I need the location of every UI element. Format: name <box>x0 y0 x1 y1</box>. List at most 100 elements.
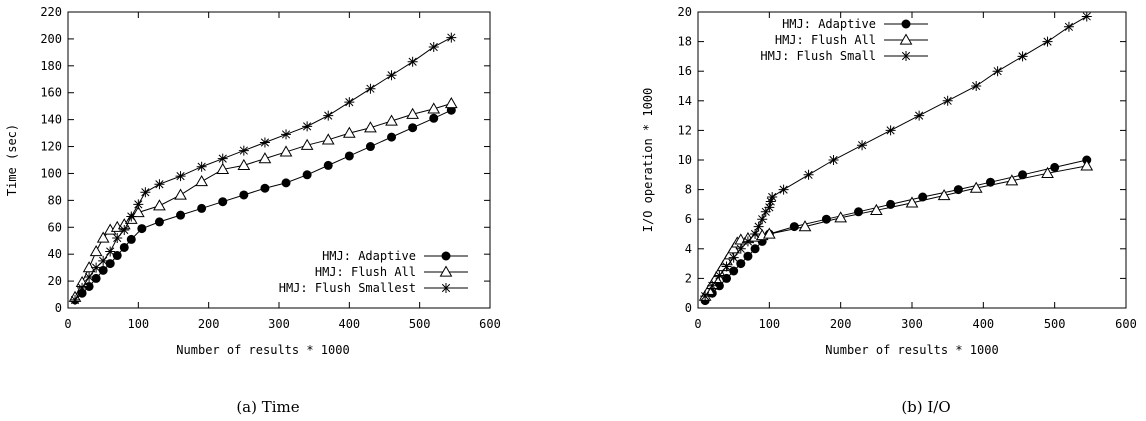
io-y-tick-label: 12 <box>678 123 692 137</box>
time-data-point <box>174 188 187 200</box>
time-y-tick-label: 220 <box>40 5 62 19</box>
io-data-point <box>1081 11 1092 22</box>
io-x-tick-label: 100 <box>758 317 780 331</box>
time-data-point <box>77 282 88 293</box>
io-data-point <box>918 192 928 202</box>
time-legend-marker <box>439 265 453 277</box>
io-legend-label: HMJ: Flush Small <box>760 49 876 63</box>
time-data-point <box>133 199 144 210</box>
time-y-tick-label: 20 <box>48 274 62 288</box>
time-data-point <box>126 234 136 244</box>
time-data-point <box>260 183 270 193</box>
io-data-point <box>750 244 760 254</box>
time-data-point <box>365 83 376 94</box>
time-y-axis: 0 20 40 60 80 100 120 140 160 180 200 220 <box>40 5 490 315</box>
io-x-tick-label: 300 <box>901 317 923 331</box>
time-data-point <box>119 224 130 235</box>
time-data-point <box>428 41 439 52</box>
io-y-tick-label: 4 <box>685 242 692 256</box>
io-data-point <box>742 236 753 247</box>
time-data-point <box>406 107 419 119</box>
time-y-tick-label: 80 <box>48 193 62 207</box>
time-y-tick-label: 0 <box>55 301 62 315</box>
io-data-point <box>762 227 776 239</box>
time-data-point <box>196 161 207 172</box>
io-data-point <box>992 66 1003 77</box>
io-legend-marker <box>901 51 911 61</box>
io-data-point <box>700 291 711 302</box>
io-data-point <box>753 221 764 232</box>
time-series-3 <box>70 32 457 305</box>
io-y-tick-label: 2 <box>685 271 692 285</box>
time-data-point <box>153 199 166 211</box>
time-data-point <box>91 273 101 283</box>
time-y-tick-label: 120 <box>40 140 62 154</box>
time-data-point <box>137 224 147 234</box>
io-data-point <box>828 155 839 165</box>
time-data-point <box>89 244 103 257</box>
time-data-point <box>407 56 418 67</box>
time-y-tick-label: 40 <box>48 247 62 261</box>
time-data-point <box>195 175 208 187</box>
time-data-point <box>344 151 354 161</box>
io-y-axis: 0 2 4 6 8 10 12 14 16 18 20 <box>678 5 1126 315</box>
time-legend-label: HMJ: Flush Smallest <box>279 281 416 295</box>
io-data-point <box>834 211 848 223</box>
io-data-point <box>914 110 925 121</box>
io-data-point <box>765 196 776 207</box>
time-data-point <box>217 153 228 164</box>
io-data-point <box>1050 162 1060 172</box>
time-data-point <box>427 102 441 114</box>
time-data-point <box>429 113 439 123</box>
time-data-point <box>281 178 291 188</box>
time-legend-marker <box>441 251 451 261</box>
time-chart: 0 100 200 300 400 500 600 0 20 40 60 80 100 120 140 160… <box>5 5 501 357</box>
io-chart-caption: (b) I/O <box>901 398 951 416</box>
time-data-point <box>302 170 312 180</box>
io-x-tick-label: 500 <box>1044 317 1066 331</box>
time-data-point <box>70 294 81 305</box>
time-data-point <box>364 121 377 133</box>
time-data-point <box>140 187 151 198</box>
time-data-point <box>408 123 418 133</box>
io-chart: 0 100 200 300 400 500 600 0 2 4 6 8 10 12 14 16 18 20 Numb… <box>641 5 1137 357</box>
time-data-point <box>126 211 137 222</box>
time-series-2 <box>68 96 458 302</box>
time-legend-label: HMJ: Adaptive <box>322 249 416 263</box>
io-data-point <box>714 270 725 281</box>
time-x-axis: 0 100 200 300 400 500 600 <box>64 12 501 331</box>
time-data-point <box>259 137 270 148</box>
io-data-point <box>1041 166 1054 178</box>
io-y-tick-label: 0 <box>685 301 692 315</box>
io-data-point <box>905 196 919 208</box>
time-data-point <box>176 210 186 220</box>
time-data-point <box>385 114 398 126</box>
time-data-point <box>84 272 95 283</box>
io-data-point <box>971 81 982 91</box>
io-data-point <box>767 192 778 202</box>
time-data-point <box>154 179 165 190</box>
io-chart-panel: 0 100 200 300 400 500 600 0 2 4 6 8 10 12 14 16 18 20 Numb… <box>586 0 1146 421</box>
io-x-tick-label: 600 <box>1115 317 1137 331</box>
io-legend-marker <box>901 19 911 29</box>
io-data-point <box>1042 36 1053 47</box>
io-series-1 <box>700 155 1092 306</box>
io-x-tick-label: 400 <box>972 317 994 331</box>
io-y-tick-label: 16 <box>678 64 692 78</box>
io-data-point <box>735 243 746 254</box>
time-data-point <box>96 231 110 243</box>
io-data-point <box>1018 170 1028 180</box>
time-data-point <box>365 142 375 152</box>
time-data-point <box>258 152 272 164</box>
time-data-point <box>105 246 116 257</box>
io-series-3 <box>700 11 1092 302</box>
time-x-tick-label: 600 <box>479 317 501 331</box>
time-data-point <box>197 203 207 213</box>
io-legend-label: HMJ: Adaptive <box>782 17 876 31</box>
io-data-point <box>707 280 718 291</box>
time-data-point <box>154 217 164 227</box>
io-data-point <box>798 220 812 232</box>
time-y-tick-label: 160 <box>40 86 62 100</box>
io-data-point <box>736 259 746 269</box>
io-y-tick-label: 10 <box>678 153 692 167</box>
